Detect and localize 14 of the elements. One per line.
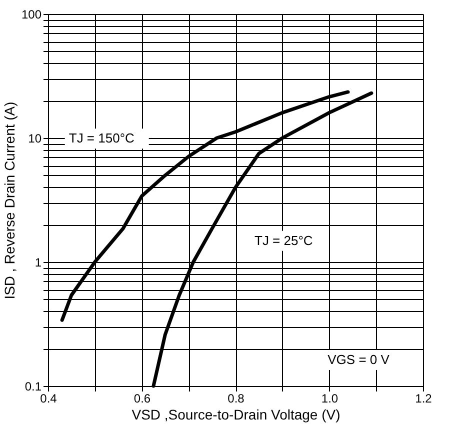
annotation: TJ = 25°C [254, 232, 313, 248]
x-tick-label: 0.6 [134, 392, 151, 406]
annotation: TJ = 150°C [68, 130, 134, 146]
y-tick-label: 100 [21, 8, 42, 22]
x-tick-label: 1.2 [415, 392, 432, 406]
y-axis-title: ISD , Reverse Drain Current (A) [1, 102, 18, 300]
annotation: VGS = 0 V [328, 352, 390, 367]
x-tick-label: 0.8 [228, 392, 245, 406]
y-tick-label: 10 [28, 132, 42, 146]
x-axis-title: VSD ,Source-to-Drain Voltage (V) [132, 406, 340, 422]
y-tick-label: 1 [34, 256, 42, 270]
y-tick-label: 0.1 [24, 380, 42, 394]
x-tick-label: 1.0 [321, 392, 338, 406]
x-tick-label: 0.4 [40, 392, 58, 406]
